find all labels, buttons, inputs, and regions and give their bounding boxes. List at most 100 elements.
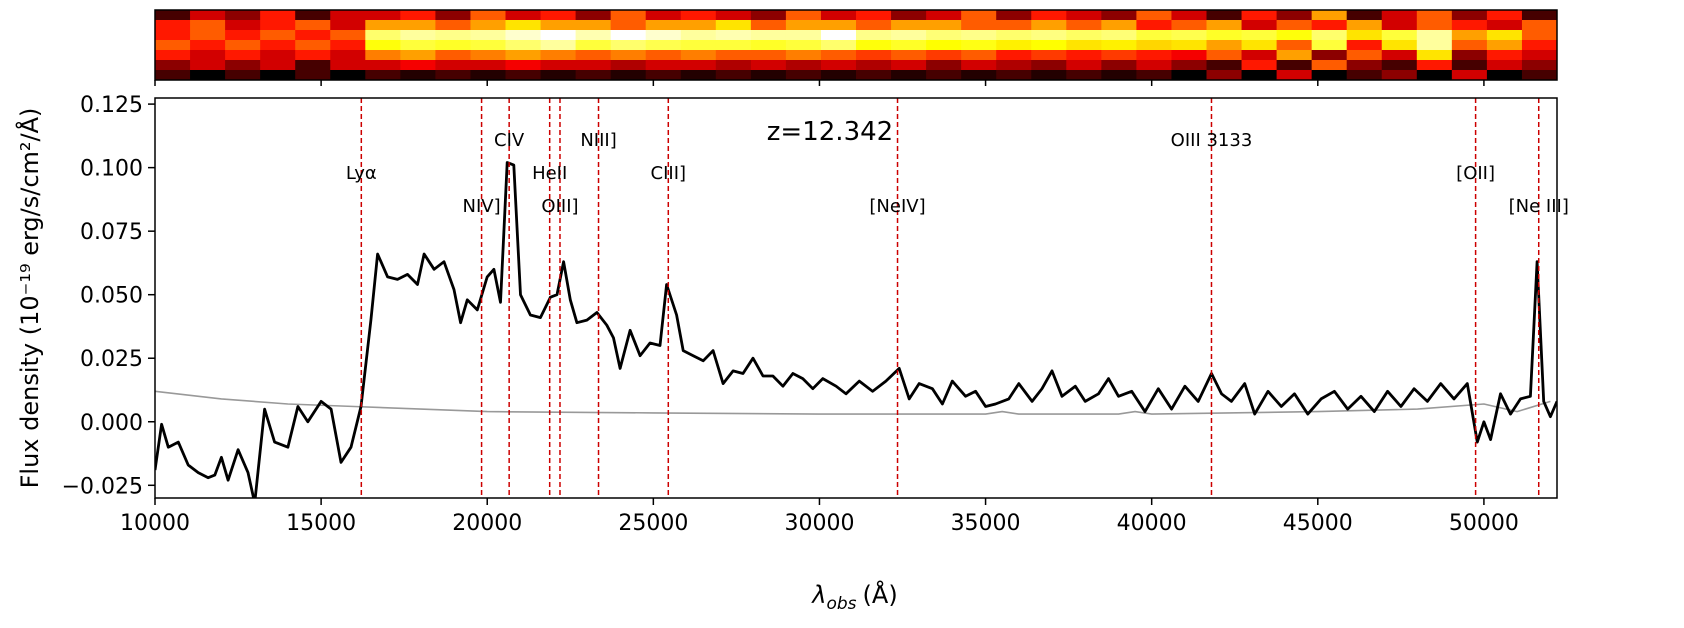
heatmap-cell (1241, 60, 1278, 71)
heatmap-cell (680, 30, 717, 41)
heatmap-cell (1486, 50, 1523, 61)
heatmap-cell (575, 70, 612, 81)
heatmap-cell (820, 70, 857, 81)
heatmap-cell (1521, 40, 1558, 51)
heatmap-cell (750, 60, 787, 71)
heatmap-cell (1066, 30, 1102, 41)
heatmap-cell (155, 20, 191, 31)
heatmap-cell (470, 30, 506, 41)
heatmap-cell (1451, 50, 1488, 61)
heatmap-cell (1276, 20, 1313, 31)
heatmap-cell (1101, 30, 1137, 41)
emission-line-label: OIII 3133 (1171, 130, 1253, 151)
heatmap-cell (891, 10, 927, 21)
heatmap-cell (1206, 40, 1243, 51)
emission-line-label: NIII] (580, 130, 616, 151)
heatmap-cell (1346, 70, 1383, 81)
y-tick-label: 0.075 (80, 220, 143, 245)
heatmap-cell (856, 60, 892, 71)
heatmap-cell (1521, 70, 1558, 81)
heatmap-cell (155, 50, 191, 61)
heatmap-cell (435, 30, 471, 41)
heatmap-cell (540, 40, 577, 51)
heatmap-cell (785, 10, 822, 21)
heatmap-cell (820, 20, 857, 31)
heatmap-cell (1346, 30, 1383, 41)
heatmap-cell (1276, 40, 1313, 51)
heatmap-cell (961, 70, 997, 81)
heatmap-cell (1171, 40, 1207, 51)
heatmap-cell (961, 50, 997, 61)
heatmap-cell (190, 10, 226, 21)
heatmap-cell (645, 50, 682, 61)
x-axis-label: λobs (Å) (810, 580, 897, 614)
x-tick-label: 40000 (1117, 511, 1187, 536)
emission-line-label: HeII (532, 163, 567, 184)
heatmap-cell (996, 30, 1032, 41)
heatmap-cell (1276, 60, 1313, 71)
heatmap-cell (1451, 70, 1488, 81)
heatmap-cell (1311, 50, 1348, 61)
heatmap-cell (750, 70, 787, 81)
y-tick-label: −0.025 (62, 474, 143, 499)
heatmap-cell (645, 10, 682, 21)
heatmap-cell (1101, 40, 1137, 51)
heatmap-cell (190, 50, 226, 61)
heatmap-cell (680, 50, 717, 61)
heatmap-cell (1521, 60, 1558, 71)
heatmap-cell (1451, 60, 1488, 71)
heatmap-cell (295, 60, 331, 71)
heatmap-cell (400, 20, 436, 31)
heatmap-cell (1416, 40, 1453, 51)
heatmap-cell (575, 50, 612, 61)
heatmap-cell (715, 30, 752, 41)
heatmap-cell (190, 30, 226, 41)
heatmap-cell (575, 20, 612, 31)
heatmap-cell (996, 70, 1032, 81)
heatmap-cell (540, 60, 577, 71)
heatmap-cell (680, 60, 717, 71)
heatmap-cell (961, 20, 997, 31)
heatmap-cell (1346, 60, 1383, 71)
heatmap-frame (154, 9, 1558, 81)
heatmap-cell (1311, 40, 1348, 51)
heatmap-cell (505, 20, 542, 31)
heatmap-cell (1486, 30, 1523, 41)
heatmap-cell (820, 10, 857, 21)
heatmap-cell (400, 10, 436, 21)
heatmap-cell (1031, 20, 1067, 31)
heatmap-cell (1451, 20, 1488, 31)
heatmap-cell (260, 60, 296, 71)
heatmap-cell (645, 40, 682, 51)
heatmap-cell (155, 70, 191, 81)
heatmap-cell (505, 40, 542, 51)
heatmap-cell (295, 10, 331, 21)
heatmap-cell (470, 10, 506, 21)
heatmap-cell (575, 40, 612, 51)
heatmap-cell (295, 20, 331, 31)
x-label-subscript: obs (826, 594, 856, 614)
heatmap-cell (540, 20, 577, 31)
heatmap-cell (435, 70, 471, 81)
heatmap-cell (610, 20, 647, 31)
heatmap-cell (225, 60, 261, 71)
x-label-unit: (Å) (863, 580, 898, 609)
heatmap-cell (1206, 50, 1243, 61)
heatmap-cell (1311, 30, 1348, 41)
heatmap-cell (1136, 70, 1172, 81)
heatmap-cell (1381, 60, 1418, 71)
heatmap-cell (1276, 70, 1313, 81)
heatmap-cell (1136, 20, 1172, 31)
heatmap-cell (1101, 70, 1137, 81)
heatmap-cell (926, 60, 962, 71)
heatmap-cell (961, 10, 997, 21)
heatmap-cell (715, 20, 752, 31)
heatmap-cell (1486, 70, 1523, 81)
heatmap-cell (750, 10, 787, 21)
heatmap-cell (505, 30, 542, 41)
heatmap-cell (1451, 40, 1488, 51)
heatmap-cell (1171, 50, 1207, 61)
heatmap-cell (1451, 30, 1488, 41)
heatmap-cell (891, 50, 927, 61)
heatmap-cell (505, 60, 542, 71)
